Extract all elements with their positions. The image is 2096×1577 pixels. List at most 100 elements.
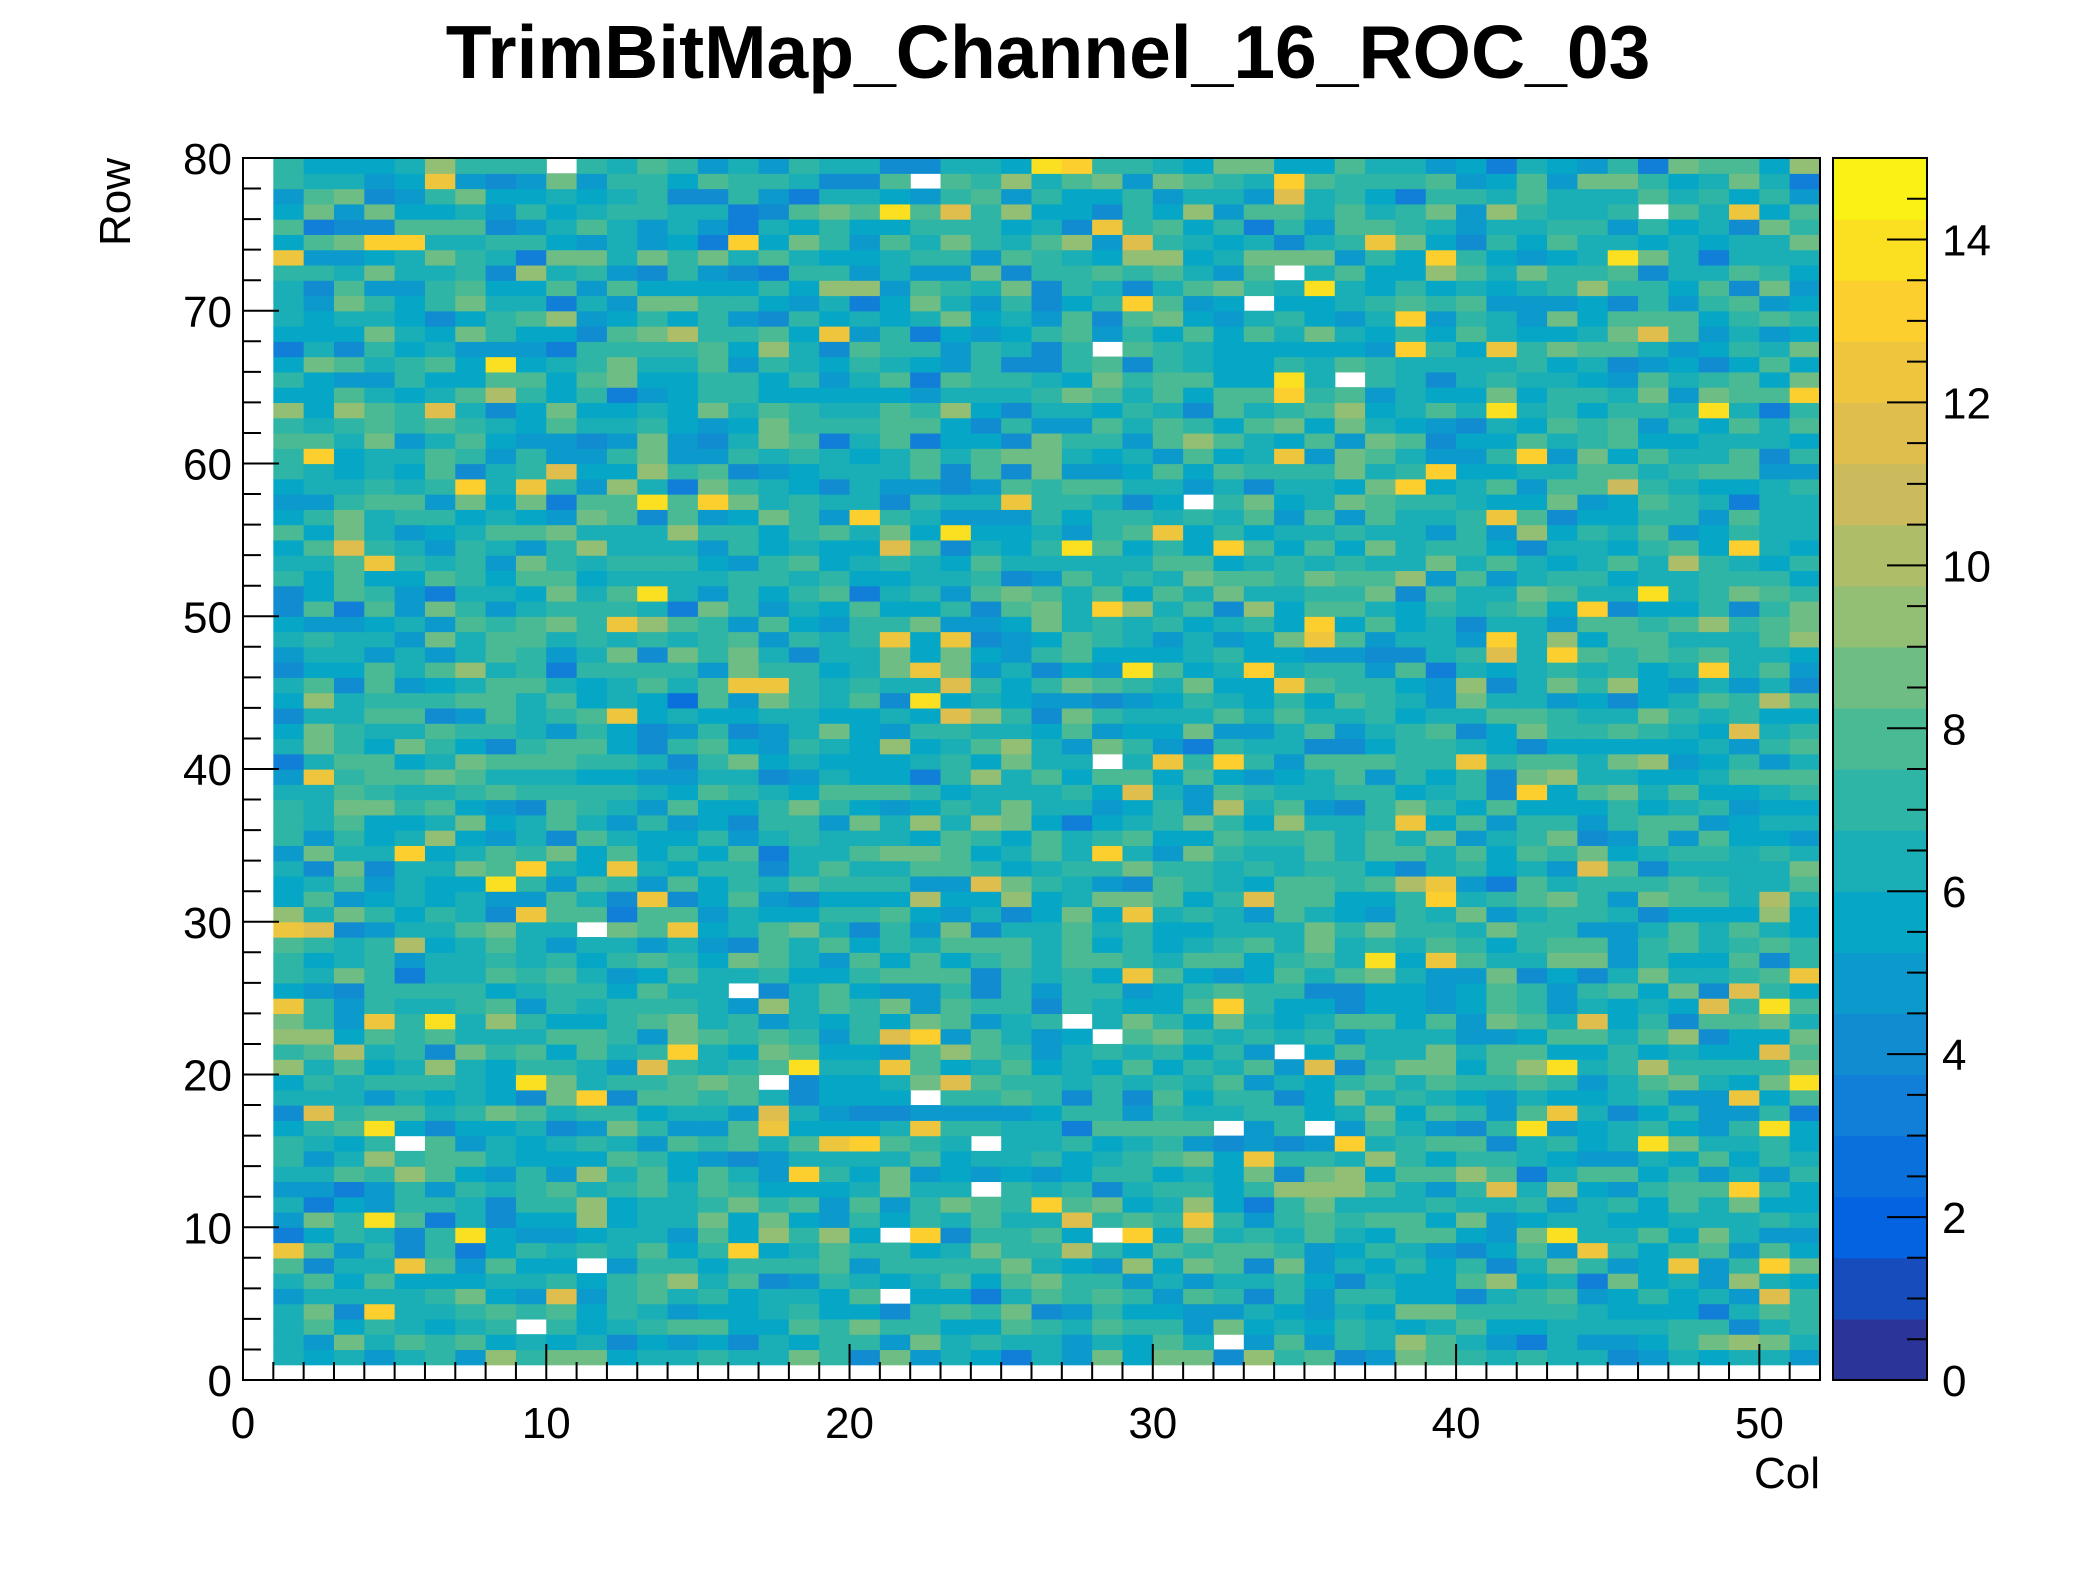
heatmap-cell	[1304, 738, 1336, 755]
heatmap-cell	[1486, 188, 1518, 205]
chart-title: TrimBitMap_Channel_16_ROC_03	[446, 10, 1651, 94]
heatmap-cell	[940, 1059, 972, 1076]
heatmap-cell	[1729, 1334, 1760, 1351]
heatmap-cell	[333, 723, 365, 740]
heatmap-cell	[1425, 1043, 1457, 1060]
heatmap-cell	[1334, 769, 1366, 785]
heatmap-cell	[970, 1105, 1002, 1121]
heatmap-cell	[1152, 875, 1184, 892]
heatmap-cell	[333, 478, 365, 495]
heatmap-cell	[697, 1028, 729, 1045]
heatmap-cell	[1759, 1089, 1791, 1106]
heatmap-cell	[606, 1135, 638, 1152]
heatmap-cell	[1183, 967, 1215, 984]
heatmap-cell	[910, 341, 942, 358]
heatmap-cell	[970, 1013, 1002, 1030]
heatmap-cells	[273, 158, 1821, 1366]
heatmap-cell	[1729, 1211, 1760, 1228]
heatmap-cell	[1547, 478, 1578, 495]
heatmap-cell	[1092, 982, 1124, 999]
heatmap-cell	[849, 845, 881, 862]
heatmap-cell	[515, 463, 547, 480]
heatmap-cell	[758, 1227, 790, 1244]
heatmap-cell	[1577, 753, 1609, 770]
heatmap-cell	[333, 891, 365, 908]
heatmap-cell	[849, 1074, 881, 1091]
heatmap-cell	[1516, 1181, 1548, 1198]
heatmap-cell	[1577, 799, 1609, 816]
heatmap-cell	[546, 875, 578, 892]
heatmap-cell	[424, 402, 456, 419]
heatmap-cell	[1486, 1059, 1518, 1076]
heatmap-cell	[1395, 1349, 1427, 1366]
heatmap-cell	[1698, 249, 1730, 266]
heatmap-cell	[1607, 1242, 1639, 1259]
heatmap-cell	[1425, 295, 1457, 312]
heatmap-cell	[849, 417, 881, 434]
heatmap-cell	[333, 677, 365, 694]
heatmap-cell	[1577, 677, 1609, 694]
heatmap-cell	[1729, 998, 1760, 1015]
heatmap-cell	[1243, 1059, 1275, 1076]
heatmap-cell	[637, 845, 669, 862]
heatmap-cell	[1789, 188, 1821, 205]
heatmap-cell	[788, 860, 820, 877]
heatmap-cell	[273, 646, 305, 663]
heatmap-cell	[1668, 799, 1700, 816]
heatmap-cell	[1759, 1043, 1791, 1060]
heatmap-cell	[303, 448, 335, 465]
heatmap-cell	[819, 494, 851, 510]
heatmap-cell	[1668, 570, 1700, 587]
heatmap-cell	[1243, 814, 1275, 831]
heatmap-cell	[1759, 1211, 1791, 1228]
heatmap-cell	[970, 982, 1002, 999]
heatmap-cell	[788, 1059, 820, 1076]
heatmap-cell	[1243, 1166, 1275, 1183]
heatmap-cell	[819, 310, 851, 327]
color-scale-band	[1833, 1257, 1927, 1320]
heatmap-cell	[1577, 1166, 1609, 1183]
heatmap-cell	[485, 432, 517, 449]
heatmap-cell	[333, 1089, 365, 1106]
heatmap-cell	[303, 707, 335, 724]
heatmap-cell	[1152, 1181, 1184, 1198]
heatmap-cell	[1395, 1150, 1427, 1167]
heatmap-cell	[1789, 692, 1821, 709]
heatmap-cell	[455, 249, 487, 266]
heatmap-cell	[1061, 646, 1093, 663]
heatmap-cell	[788, 463, 820, 480]
heatmap-cell	[1061, 1059, 1093, 1076]
heatmap-cell	[1607, 860, 1639, 877]
heatmap-cell	[1607, 799, 1639, 816]
heatmap-cell	[364, 814, 396, 831]
heatmap-cell	[546, 769, 578, 785]
heatmap-cell	[1456, 738, 1488, 755]
heatmap-cell	[455, 158, 487, 174]
heatmap-cell	[1577, 1150, 1609, 1167]
heatmap-cell	[333, 1288, 365, 1305]
heatmap-cell	[1274, 830, 1306, 846]
heatmap-cell	[1789, 1028, 1821, 1045]
heatmap-cell	[1759, 219, 1791, 235]
heatmap-cell	[758, 662, 790, 678]
heatmap-cell	[1547, 1227, 1578, 1244]
heatmap-cell	[1001, 1150, 1033, 1167]
heatmap-cell	[546, 478, 578, 495]
heatmap-cell	[1577, 555, 1609, 572]
heatmap-cell	[940, 203, 972, 220]
heatmap-cell	[879, 1334, 911, 1351]
heatmap-cell	[273, 692, 305, 709]
heatmap-cell	[970, 677, 1002, 694]
heatmap-cell	[1668, 478, 1700, 495]
heatmap-cell	[394, 402, 426, 419]
heatmap-cell	[333, 600, 365, 617]
heatmap-cell	[1183, 906, 1215, 923]
heatmap-cell	[333, 646, 365, 663]
heatmap-cell	[1092, 723, 1124, 740]
heatmap-cell	[879, 845, 911, 862]
heatmap-cell	[1486, 1227, 1518, 1244]
heatmap-cell	[1395, 753, 1427, 770]
heatmap-cell	[485, 1318, 517, 1335]
heatmap-cell	[970, 753, 1002, 770]
heatmap-cell	[1789, 1181, 1821, 1198]
